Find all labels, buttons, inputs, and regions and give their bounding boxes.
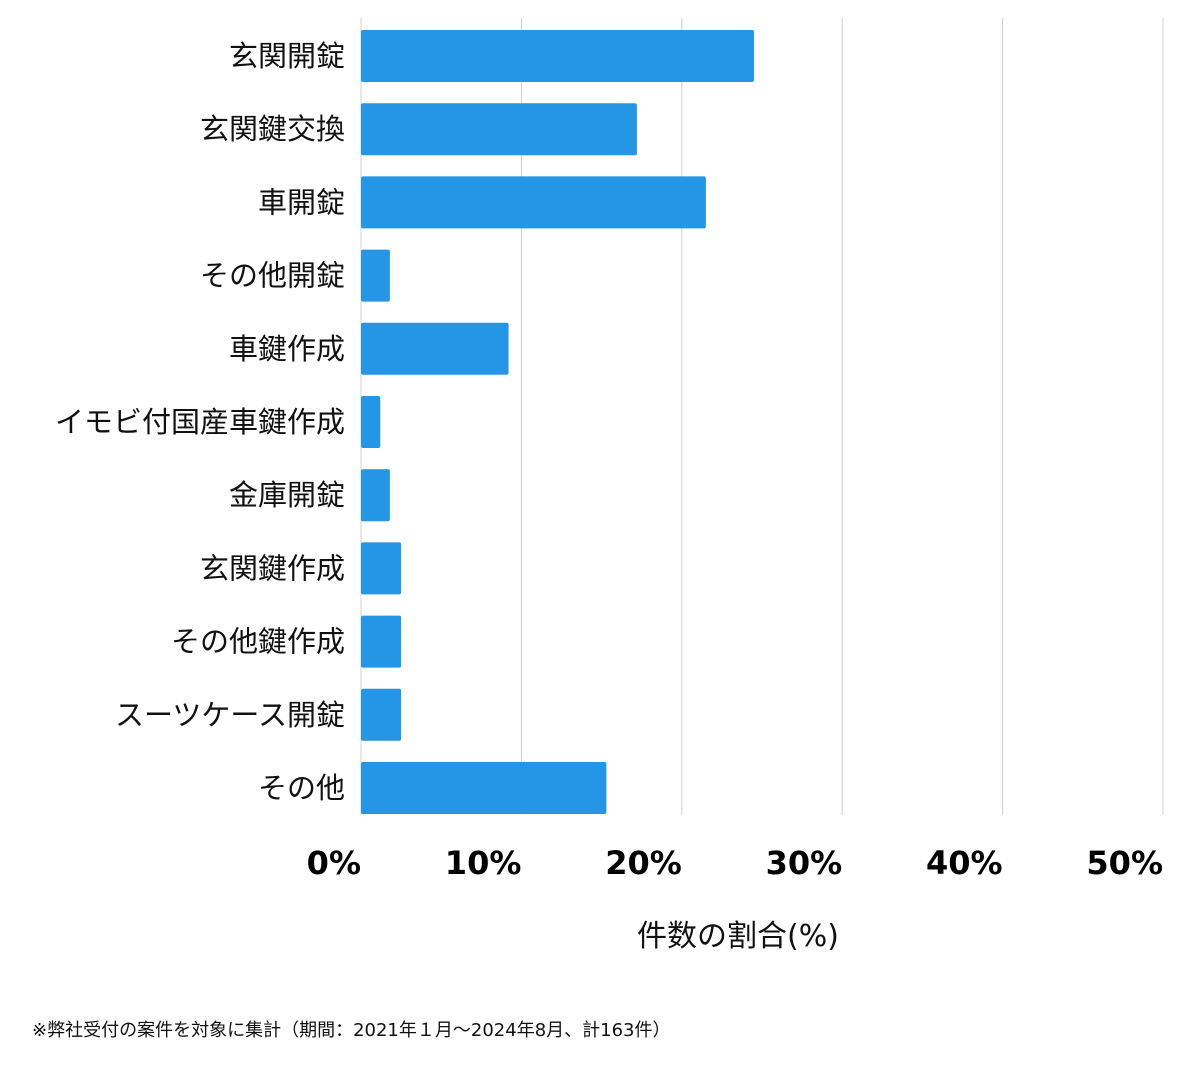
- category-label: 玄関開錠: [229, 39, 345, 73]
- bar: [361, 542, 402, 595]
- category-label: 玄関鍵交換: [200, 112, 345, 146]
- bar: [361, 615, 402, 668]
- category-label: イモビ付国産車鍵作成: [55, 405, 345, 439]
- footnote: ※弊社受付の案件を対象に集計（期間：2021年１月～2024年8月、計163件）: [32, 1020, 671, 1041]
- x-tick-label: 30%: [766, 844, 843, 882]
- category-label: スーツケース開錠: [115, 698, 345, 732]
- bar: [361, 103, 637, 156]
- category-label: 金庫開錠: [229, 478, 345, 512]
- category-label: 車開錠: [258, 185, 345, 219]
- bar: [361, 469, 390, 522]
- category-labels: 玄関開錠玄関鍵交換車開錠その他開錠車鍵作成イモビ付国産車鍵作成金庫開錠玄関鍵作成…: [55, 39, 345, 805]
- category-label: その他開錠: [200, 259, 345, 293]
- bar: [361, 176, 706, 229]
- category-label: その他: [258, 771, 345, 805]
- bar: [361, 322, 509, 375]
- category-label: その他鍵作成: [171, 625, 345, 659]
- bars: [361, 30, 754, 814]
- category-label: 玄関鍵作成: [200, 551, 345, 585]
- bar: [361, 30, 754, 82]
- bar: [361, 249, 390, 302]
- x-tick-label: 50%: [1086, 844, 1163, 882]
- x-tick-label: 0%: [307, 844, 361, 882]
- x-tick-label: 40%: [926, 844, 1003, 882]
- bar: [361, 396, 381, 448]
- bar-chart: 玄関開錠玄関鍵交換車開錠その他開錠車鍵作成イモビ付国産車鍵作成金庫開錠玄関鍵作成…: [55, 18, 1164, 954]
- x-axis-title: 件数の割合(%): [637, 919, 839, 954]
- x-tick-labels: 0% 10% 20% 30% 40% 50%: [307, 844, 1163, 882]
- x-tick-label: 10%: [445, 844, 522, 882]
- bar: [361, 762, 607, 814]
- x-tick-label: 20%: [605, 844, 682, 882]
- category-label: 車鍵作成: [229, 332, 345, 366]
- bar: [361, 688, 402, 741]
